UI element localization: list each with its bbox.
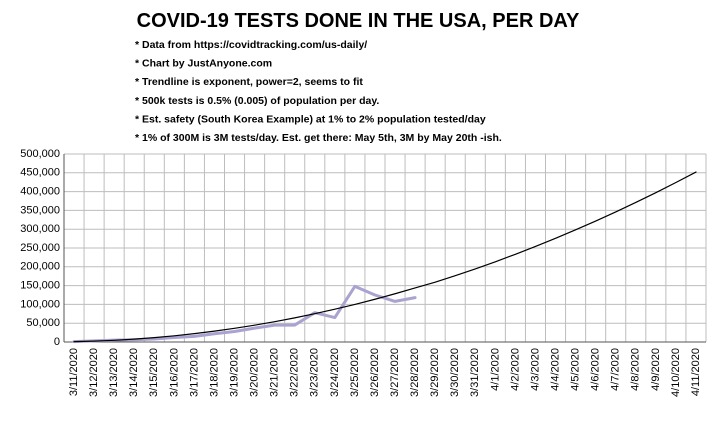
y-tick-label: 400,000 <box>20 186 60 198</box>
x-tick-label: 4/3/2020 <box>529 348 541 391</box>
note: * Est. safety (South Korea Example) at 1… <box>135 113 486 125</box>
x-tick-label: 3/29/2020 <box>429 348 441 397</box>
y-tick-label: 350,000 <box>20 204 60 216</box>
note: * Trendline is exponent, power=2, seems … <box>135 76 363 88</box>
x-tick-label: 3/11/2020 <box>68 348 80 396</box>
x-tick-label: 4/8/2020 <box>630 348 642 391</box>
x-tick-label: 4/11/2020 <box>690 348 702 396</box>
y-tick-label: 100,000 <box>20 298 60 310</box>
x-tick-label: 3/21/2020 <box>269 348 281 397</box>
y-tick-label: 50,000 <box>26 317 60 329</box>
x-tick-label: 3/18/2020 <box>208 348 220 397</box>
x-tick-label: 4/1/2020 <box>489 348 501 391</box>
y-tick-label: 250,000 <box>20 242 60 254</box>
x-tick-label: 3/23/2020 <box>309 348 321 397</box>
x-tick-label: 3/27/2020 <box>389 348 401 397</box>
x-tick-label: 3/12/2020 <box>88 348 100 397</box>
x-tick-label: 4/2/2020 <box>509 348 521 391</box>
x-tick-label: 4/4/2020 <box>549 348 561 391</box>
y-tick-label: 500,000 <box>20 148 60 160</box>
x-tick-label: 3/17/2020 <box>188 348 200 397</box>
y-tick-label: 150,000 <box>20 280 60 292</box>
note: * Data from https://covidtracking.com/us… <box>135 39 367 51</box>
note: * 500k tests is 0.5% (0.005) of populati… <box>135 95 379 107</box>
x-tick-label: 3/13/2020 <box>108 348 120 397</box>
x-tick-label: 3/25/2020 <box>349 348 361 397</box>
note: * Chart by JustAnyone.com <box>135 58 272 70</box>
x-tick-label: 3/24/2020 <box>329 348 341 397</box>
x-tick-label: 4/6/2020 <box>590 348 602 391</box>
note: * 1% of 300M is 3M tests/day. Est. get t… <box>135 132 502 144</box>
x-tick-label: 3/31/2020 <box>469 348 481 397</box>
y-tick-label: 450,000 <box>20 167 60 179</box>
y-tick-label: 0 <box>54 336 60 348</box>
x-tick-label: 4/9/2020 <box>650 348 662 391</box>
x-tick-label: 3/28/2020 <box>409 348 421 397</box>
x-tick-label: 3/19/2020 <box>228 348 240 397</box>
x-tick-label: 3/20/2020 <box>249 348 261 397</box>
x-tick-label: 3/22/2020 <box>289 348 301 397</box>
x-tick-label: 3/15/2020 <box>148 348 160 397</box>
x-tick-label: 3/16/2020 <box>168 348 180 397</box>
x-tick-label: 3/30/2020 <box>449 348 461 397</box>
x-tick-label: 4/7/2020 <box>610 348 622 391</box>
series-line <box>73 171 697 343</box>
y-tick-label: 200,000 <box>20 261 60 273</box>
x-tick-label: 3/26/2020 <box>369 348 381 397</box>
x-tick-label: 4/10/2020 <box>670 348 682 397</box>
y-tick-label: 300,000 <box>20 223 60 235</box>
x-tick-label: 3/14/2020 <box>128 348 140 397</box>
x-tick-label: 4/5/2020 <box>570 348 582 391</box>
chart-title: COVID-19 TESTS DONE IN THE USA, PER DAY <box>137 10 580 32</box>
